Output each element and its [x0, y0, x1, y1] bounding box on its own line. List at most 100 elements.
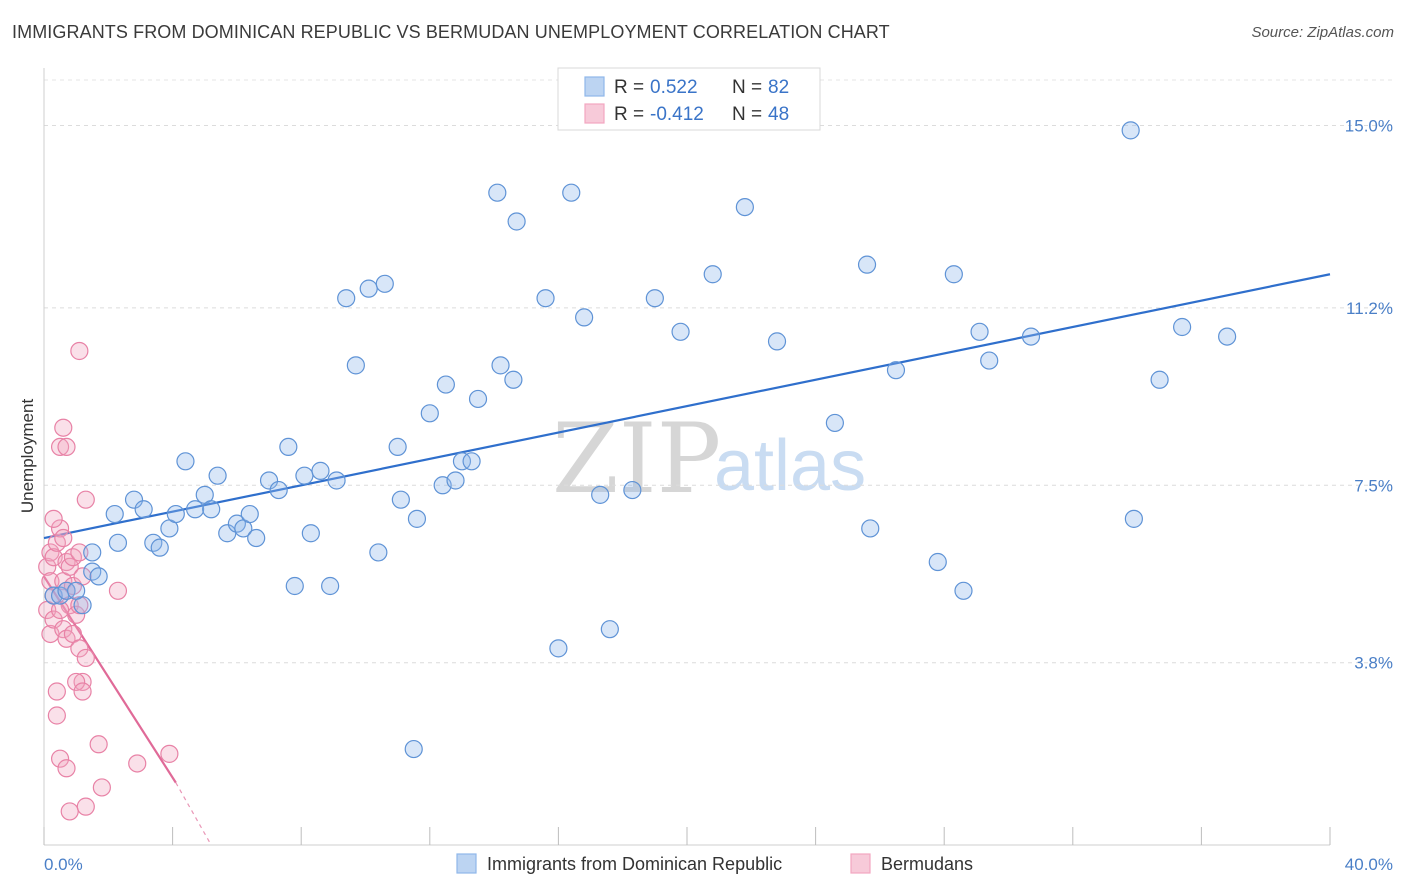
legend-n-value: 82	[768, 77, 789, 98]
x-tick-label: 0.0%	[44, 855, 83, 874]
watermark: ZIP atlas	[552, 403, 866, 515]
dominican-point	[269, 480, 288, 500]
bermudan-point	[76, 490, 95, 509]
dominican-point	[89, 567, 108, 586]
dominican-point	[311, 461, 330, 480]
stats-legend: R = 0.522 N = 82 R = -0.412 N = 48	[557, 67, 821, 131]
dominican-point	[944, 265, 963, 284]
bermudan-point	[50, 749, 70, 768]
dominican-point	[391, 490, 410, 509]
dominican-point	[108, 533, 128, 552]
dominican-point	[67, 581, 86, 600]
dominican-point	[954, 581, 973, 600]
dominican-point	[468, 389, 488, 409]
bermudan-point	[47, 682, 66, 701]
dominican-point	[337, 289, 356, 308]
dominican-point	[488, 183, 507, 202]
dominican-point	[388, 437, 407, 457]
watermark-atlas: atlas	[714, 426, 866, 506]
bermudan-point	[54, 528, 73, 548]
bermudan-point	[57, 437, 76, 457]
dominican-point	[279, 437, 298, 457]
y-axis-label: Unemployment	[18, 399, 37, 514]
dominican-point	[767, 332, 787, 351]
trend-line-extension	[175, 782, 212, 846]
dominican-point	[375, 274, 394, 293]
dominican-point	[359, 279, 378, 298]
dominican-point	[105, 504, 124, 524]
legend-n-label: N =	[732, 104, 762, 125]
bermudan-point	[44, 509, 63, 528]
dominican-point	[623, 480, 642, 500]
bermudan-point	[76, 648, 95, 668]
dominican-point	[703, 265, 722, 284]
dominican-point	[645, 289, 664, 308]
series-legend-label: Immigrants from Dominican Republic	[487, 854, 782, 874]
dominican-point	[928, 552, 947, 572]
legend-n-value: 48	[768, 104, 789, 125]
bermudan-point	[128, 754, 147, 773]
bermudan-point	[92, 778, 111, 797]
bermudan-point	[67, 605, 86, 624]
dominican-point	[575, 308, 594, 327]
dominican-point	[452, 452, 472, 471]
dominican-point	[240, 504, 259, 524]
dominican-point	[83, 543, 102, 562]
dominican-point	[186, 500, 205, 519]
legend-r-value: 0.522	[650, 77, 698, 98]
dominican-point	[446, 471, 465, 490]
dominican-point	[549, 639, 568, 658]
dominican-point	[1218, 327, 1237, 346]
bermudan-point	[50, 519, 70, 538]
x-tick-labels: 0.0% 40.0%	[44, 855, 1393, 874]
dominican-point	[327, 471, 346, 490]
bermudan-point	[60, 802, 79, 821]
series-legend-label: Bermudans	[881, 854, 973, 874]
dominican-point	[886, 361, 906, 380]
bermudan-point	[108, 581, 128, 600]
dominican-point	[536, 289, 555, 308]
dominican-point	[591, 485, 610, 504]
bermudan-point	[54, 620, 73, 639]
dominican-point	[504, 370, 523, 389]
trend-line-dominican	[43, 273, 1331, 540]
dominican-point	[369, 543, 388, 562]
dominican-point	[1173, 317, 1192, 337]
bermudan-point	[70, 341, 89, 361]
y-tick-label: 15.0%	[1345, 117, 1393, 136]
dominican-point	[861, 519, 880, 538]
bermudan-point	[38, 557, 57, 576]
dominican-point	[208, 466, 227, 485]
bermudan-point	[54, 418, 73, 437]
y-tick-label: 11.2%	[1346, 299, 1393, 318]
dominican-point	[1021, 327, 1041, 346]
dominican-point	[1150, 370, 1169, 389]
dominican-point	[202, 500, 221, 519]
bermudan-point	[50, 437, 70, 457]
dominican-point	[166, 504, 185, 524]
bermudan-point	[70, 639, 89, 658]
y-tick-label: 7.5%	[1354, 476, 1393, 495]
dominican-point	[600, 620, 619, 639]
series-legend-swatch	[456, 853, 477, 874]
dominican-point	[436, 375, 455, 394]
legend-n-label: N =	[732, 77, 762, 98]
dominican-point	[176, 452, 195, 471]
bermudan-point	[76, 797, 95, 816]
legend-r-value: -0.412	[650, 104, 704, 125]
dominican-point	[825, 413, 844, 433]
dominican-point	[1121, 121, 1140, 140]
dominican-point	[671, 322, 690, 341]
dominican-point	[57, 581, 76, 600]
bermudan-point	[73, 672, 92, 692]
dominican-point	[462, 452, 481, 471]
bermudan-point	[89, 735, 108, 754]
y-tick-label: 3.8%	[1354, 654, 1393, 673]
bermudan-point	[41, 572, 60, 591]
bermudan-point	[47, 706, 66, 725]
dominican-point	[404, 739, 423, 759]
dominican-point	[295, 466, 314, 485]
dominican-point	[321, 576, 340, 596]
source-credit: Source: ZipAtlas.com	[1251, 24, 1394, 41]
